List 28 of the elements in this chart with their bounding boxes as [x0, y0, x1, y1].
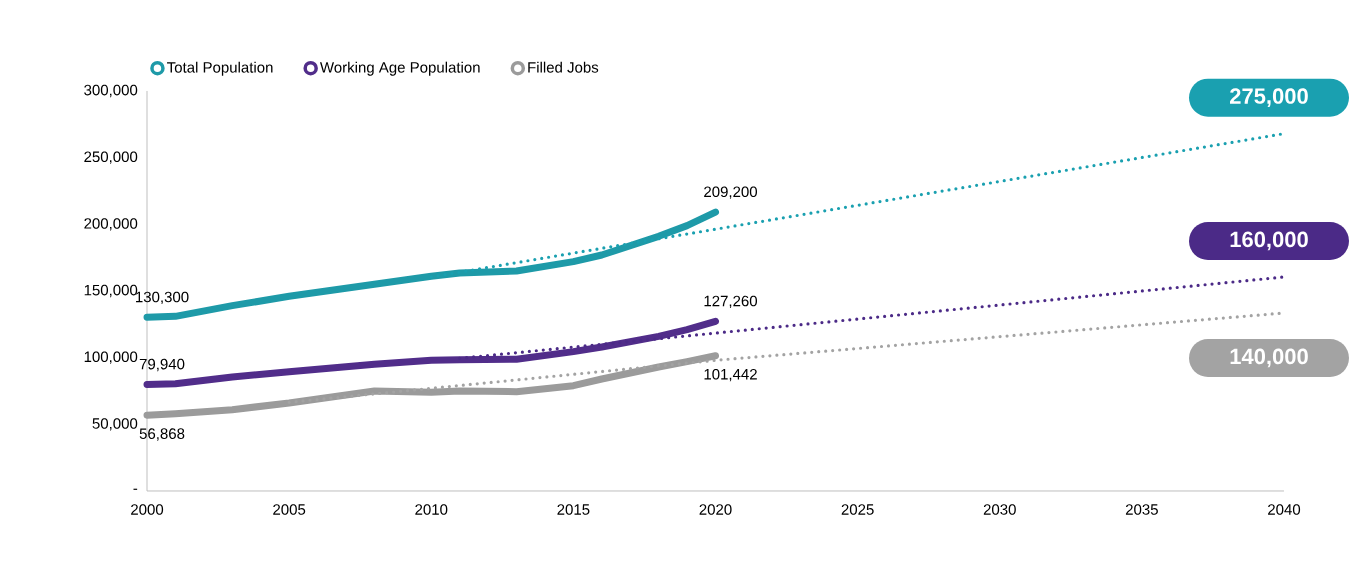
data-label: 209,200 [704, 186, 758, 199]
x-tick-label: 2000 [131, 504, 164, 515]
y-tick-label: 250,000 [84, 151, 138, 164]
x-tick-label: 2030 [983, 504, 1016, 515]
y-tick-label: 50,000 [92, 418, 138, 431]
y-tick-label: 200,000 [84, 218, 138, 231]
y-tick-label: 300,000 [84, 84, 138, 98]
annotation: 275,000 [1230, 88, 1308, 108]
legend-label: Filled Jobs [528, 61, 599, 73]
data-label: 79,940 [139, 358, 185, 372]
legend-label: Working Age Population [319, 61, 480, 76]
x-tick-label: 2005 [273, 504, 306, 515]
x-tick-label: 2015 [557, 504, 590, 515]
data-label: 130,300 [136, 291, 189, 305]
x-tick-label: 2025 [841, 504, 874, 515]
x-tick-label: 2040 [1268, 504, 1301, 515]
data-label: 101,442 [704, 368, 757, 382]
y-tick-label: - [133, 488, 138, 490]
legend-label: Total Population [167, 61, 273, 76]
data-label: 56,868 [139, 428, 185, 441]
x-tick-label: 2035 [1125, 504, 1158, 515]
annotation: 140,000 [1230, 348, 1308, 368]
y-tick-label: 150,000 [84, 284, 138, 298]
x-tick-label: 2010 [415, 504, 448, 515]
y-tick-label: 100,000 [84, 351, 138, 364]
annotation: 160,000 [1230, 231, 1308, 251]
x-tick-label: 2020 [699, 504, 732, 515]
data-label: 127,260 [704, 295, 758, 309]
